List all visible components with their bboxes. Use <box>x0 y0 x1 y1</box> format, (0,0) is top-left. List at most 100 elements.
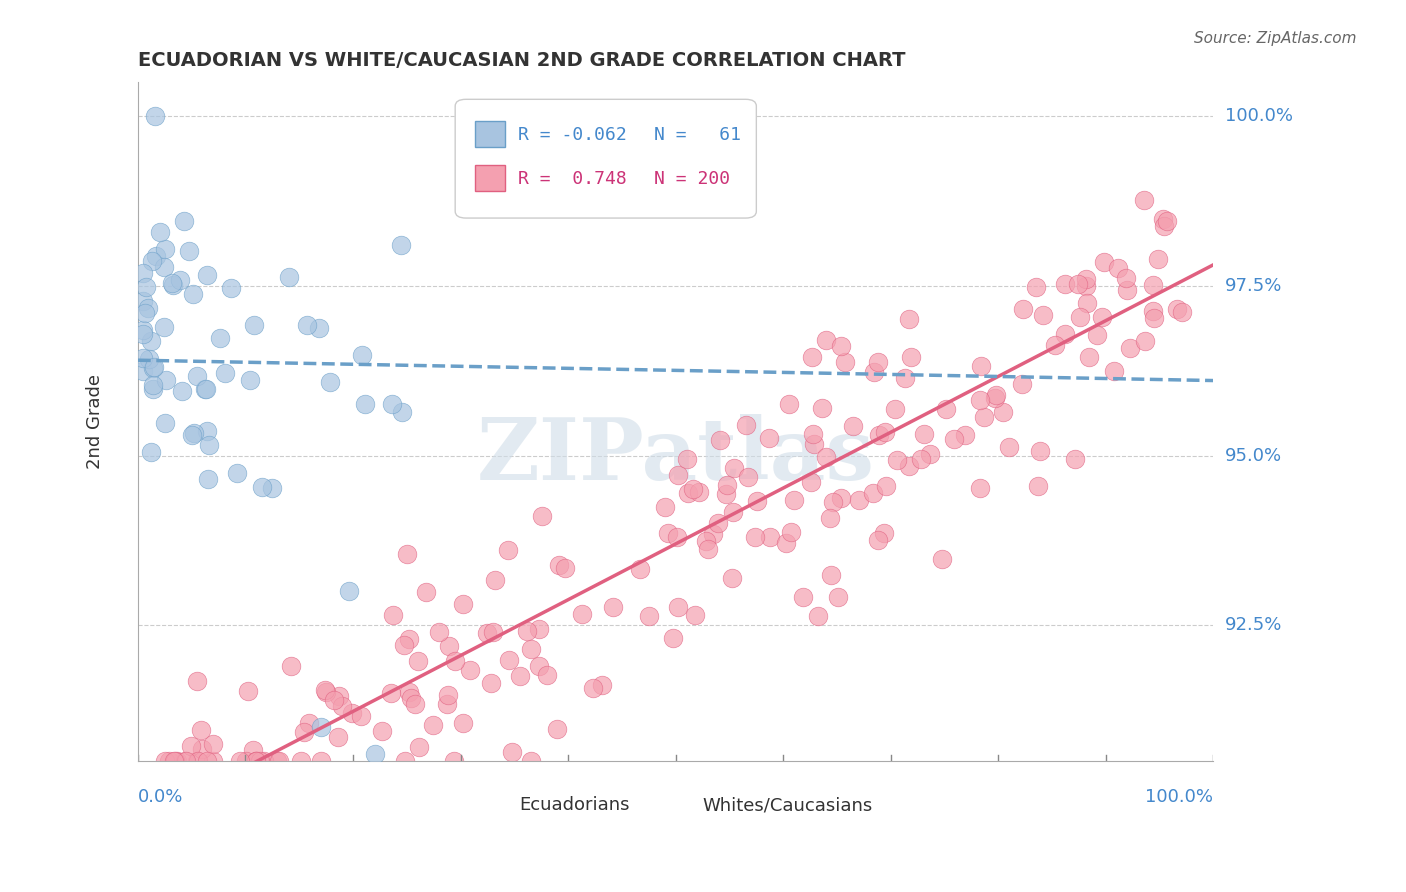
Point <box>1043 337 1066 351</box>
Point <box>142 378 165 392</box>
Point <box>155 373 177 387</box>
Point <box>920 447 942 461</box>
Point <box>252 480 274 494</box>
Point <box>443 754 465 768</box>
Point <box>436 698 458 712</box>
Point <box>628 562 651 576</box>
Point <box>319 375 342 389</box>
Point <box>389 238 412 252</box>
Point <box>143 360 166 375</box>
Bar <box>475 121 505 147</box>
Bar <box>475 165 505 191</box>
Point <box>242 743 264 757</box>
Point <box>866 533 889 548</box>
Point <box>875 479 897 493</box>
Point <box>195 425 218 439</box>
Point <box>709 433 731 447</box>
Point <box>848 493 870 508</box>
Point <box>398 632 420 646</box>
Text: Ecuadorians: Ecuadorians <box>520 796 630 814</box>
Point <box>547 558 569 572</box>
Point <box>249 754 271 768</box>
Point <box>394 754 416 768</box>
Point <box>498 543 520 558</box>
Point <box>830 339 852 353</box>
Point <box>894 371 917 385</box>
Point <box>970 359 993 373</box>
Point <box>427 624 450 639</box>
Point <box>737 470 759 484</box>
Point <box>827 591 849 605</box>
Point <box>814 334 837 348</box>
Point <box>371 723 394 738</box>
Text: R = -0.062: R = -0.062 <box>517 126 626 144</box>
Point <box>183 425 205 440</box>
Point <box>984 391 1007 405</box>
Point <box>520 641 543 656</box>
Point <box>886 453 908 467</box>
Point <box>197 472 219 486</box>
Point <box>484 574 506 588</box>
Point <box>720 571 742 585</box>
Point <box>315 684 337 698</box>
Point <box>834 354 856 368</box>
Point <box>170 384 193 398</box>
Point <box>900 350 922 364</box>
Point <box>536 667 558 681</box>
Point <box>290 754 312 768</box>
Point <box>811 401 834 415</box>
Point <box>1102 363 1125 377</box>
Point <box>1119 341 1142 355</box>
Point <box>1025 280 1047 294</box>
Point <box>868 355 890 369</box>
Point <box>179 244 201 259</box>
Point <box>662 631 685 645</box>
Point <box>1166 302 1188 317</box>
Point <box>186 673 208 688</box>
Point <box>818 510 841 524</box>
Point <box>363 747 385 761</box>
Point <box>931 551 953 566</box>
Point <box>323 692 346 706</box>
Point <box>676 451 699 466</box>
Point <box>181 287 204 301</box>
Point <box>180 739 202 754</box>
Point <box>721 505 744 519</box>
Point <box>437 688 460 702</box>
Point <box>498 653 520 667</box>
Point <box>546 723 568 737</box>
Point <box>381 397 404 411</box>
Point <box>422 718 444 732</box>
Bar <box>665 789 699 822</box>
Point <box>654 500 676 515</box>
Point <box>638 609 661 624</box>
Point <box>688 484 710 499</box>
Point <box>821 495 844 509</box>
Point <box>745 493 768 508</box>
Point <box>408 740 430 755</box>
Text: Source: ZipAtlas.com: Source: ZipAtlas.com <box>1194 31 1357 46</box>
Point <box>935 402 957 417</box>
Point <box>309 754 332 768</box>
Point <box>132 326 155 341</box>
Point <box>582 681 605 695</box>
Point <box>997 440 1019 454</box>
Point <box>141 253 163 268</box>
Text: 100.0%: 100.0% <box>1225 107 1292 125</box>
Point <box>308 321 330 335</box>
Point <box>139 445 162 459</box>
Point <box>190 742 212 756</box>
Point <box>138 352 160 367</box>
Point <box>1054 277 1077 292</box>
Point <box>406 655 429 669</box>
Point <box>519 754 541 768</box>
Point <box>668 600 690 615</box>
Point <box>814 450 837 465</box>
Point <box>162 277 184 292</box>
Point <box>1067 277 1090 291</box>
Point <box>1143 311 1166 326</box>
Point <box>195 268 218 282</box>
Point <box>280 659 302 673</box>
Point <box>657 526 679 541</box>
Point <box>136 301 159 316</box>
